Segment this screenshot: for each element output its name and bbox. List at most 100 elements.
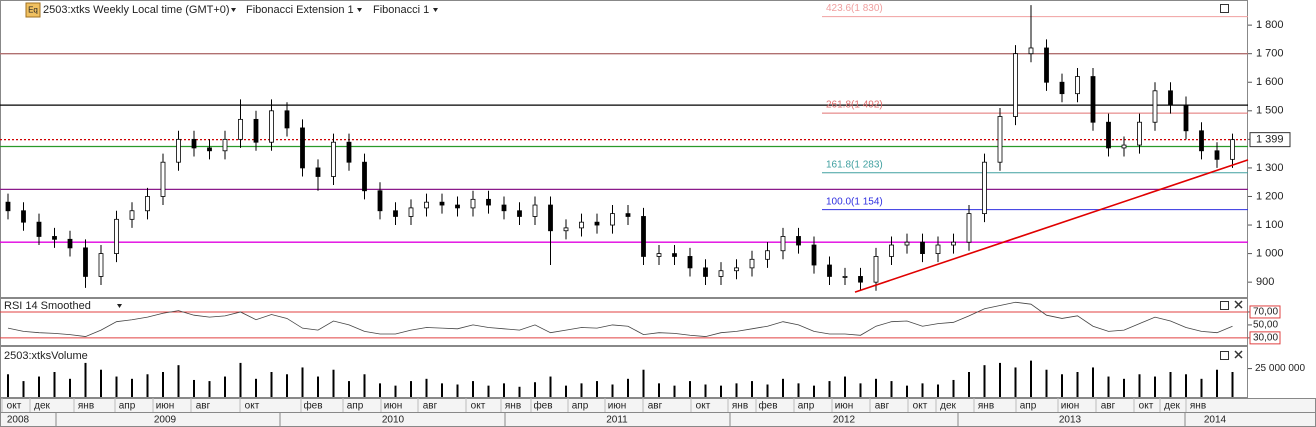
candle-body — [207, 147, 212, 152]
dropdown-arrow[interactable] — [433, 8, 438, 12]
candle-body — [842, 276, 848, 278]
month-label: дек — [34, 401, 50, 412]
y-tick-label: 1 600 — [1256, 76, 1284, 88]
rsi-title[interactable]: RSI 14 Smoothed — [4, 300, 91, 312]
close-button[interactable] — [1234, 300, 1243, 309]
candle-body — [253, 118, 259, 143]
candle-body — [811, 244, 817, 266]
candle-body — [1152, 90, 1158, 123]
candle-body — [1013, 53, 1018, 117]
volume-bar — [7, 374, 9, 397]
month-label: июн — [608, 401, 627, 412]
y-tick-label: 70,00 — [1253, 307, 1278, 318]
fib-label: 100.0(1 154) — [826, 196, 883, 207]
year-label: 2008 — [7, 415, 30, 426]
level-box — [1249, 331, 1281, 345]
volume-bar — [1107, 376, 1110, 397]
volume-bar — [999, 362, 1001, 397]
volume-bar — [968, 372, 970, 397]
volume-bar — [611, 384, 614, 397]
candle-body — [904, 241, 910, 246]
volume-bar — [580, 383, 583, 397]
candle-body — [114, 218, 119, 254]
volume-bar — [627, 378, 629, 397]
candle-body — [780, 236, 786, 252]
volume-bar — [859, 383, 862, 397]
month-label: фев — [533, 400, 552, 412]
candle-body — [160, 161, 166, 197]
candle-body — [951, 241, 956, 246]
indicator-label[interactable]: Fibonacci 1 — [373, 4, 429, 16]
y-tick-label: 1 800 — [1256, 19, 1284, 31]
volume-bar — [208, 381, 211, 397]
volume-bar — [1014, 367, 1017, 397]
candle-body — [610, 213, 615, 226]
volume-bar — [177, 365, 180, 397]
candle-body — [393, 210, 398, 217]
month-label: фев — [303, 400, 322, 412]
volume-bar — [410, 381, 412, 397]
month-label: апр — [347, 401, 364, 412]
month-label: янв — [78, 401, 94, 412]
indicator-label[interactable]: Fibonacci Extension 1 — [246, 4, 354, 16]
volume-bar — [518, 386, 521, 397]
candle-body — [765, 250, 770, 260]
maximize-button[interactable] — [1220, 351, 1229, 360]
rsi-pane — [0, 298, 1248, 346]
month-label: янв — [505, 401, 521, 412]
candle-body — [36, 221, 42, 237]
close-button[interactable] — [1234, 350, 1243, 359]
y-tick-label: 25 000 000 — [1255, 363, 1305, 374]
candle-body — [672, 253, 677, 257]
dropdown-arrow[interactable] — [117, 304, 122, 308]
volume-bar — [22, 381, 25, 397]
volume-bar — [115, 376, 118, 397]
candle-body — [827, 264, 832, 277]
instrument-icon[interactable] — [25, 2, 41, 18]
volume-bar — [1138, 374, 1141, 397]
candle-body — [315, 167, 321, 177]
volume-bar — [1216, 369, 1218, 397]
candle-body — [579, 221, 584, 229]
volume-bar — [1231, 372, 1234, 397]
candle-body — [532, 204, 538, 217]
candle-body — [439, 201, 445, 206]
year-label: 2010 — [382, 415, 405, 426]
candle-body — [687, 256, 693, 269]
month-label: окт — [245, 401, 260, 412]
year-label: 2011 — [606, 415, 628, 426]
icon-label: Eq — [28, 6, 38, 15]
maximize-button[interactable] — [1220, 301, 1229, 310]
month-label: апр — [798, 401, 815, 412]
candle-body — [1137, 121, 1142, 146]
dropdown-arrow[interactable] — [357, 8, 362, 12]
dropdown-arrow[interactable] — [231, 8, 236, 12]
candle-body — [1214, 150, 1220, 160]
fib-label: 161.8(1 283) — [826, 159, 883, 170]
volume-bar — [332, 369, 335, 397]
month-label: апр — [572, 401, 589, 412]
month-label: апр — [1020, 401, 1037, 412]
candle-body — [796, 236, 801, 246]
candle-body — [858, 276, 863, 283]
month-label: апр — [119, 401, 136, 412]
month-label: июн — [1061, 401, 1080, 412]
candle-body — [5, 201, 11, 212]
volume-bar — [906, 385, 908, 397]
volume-bar — [317, 376, 319, 397]
candle-body — [1028, 47, 1034, 55]
level-box — [1249, 305, 1281, 319]
volume-bar — [797, 383, 800, 397]
last-price-label: 1 399 — [1256, 134, 1284, 146]
chart-title[interactable]: 2503:xtks Weekly Local time (GMT+0) — [43, 4, 230, 16]
fib-label: 261.8(1 492) — [826, 100, 883, 111]
candle-body — [222, 138, 228, 152]
volume-bar — [1185, 374, 1187, 397]
last-price-box — [1249, 132, 1291, 148]
y-tick-label: 1 000 — [1256, 247, 1284, 259]
volume-bar — [146, 374, 149, 397]
volume-bar — [286, 374, 288, 397]
maximize-button[interactable] — [1220, 4, 1229, 13]
y-tick-label: 900 — [1256, 276, 1274, 288]
